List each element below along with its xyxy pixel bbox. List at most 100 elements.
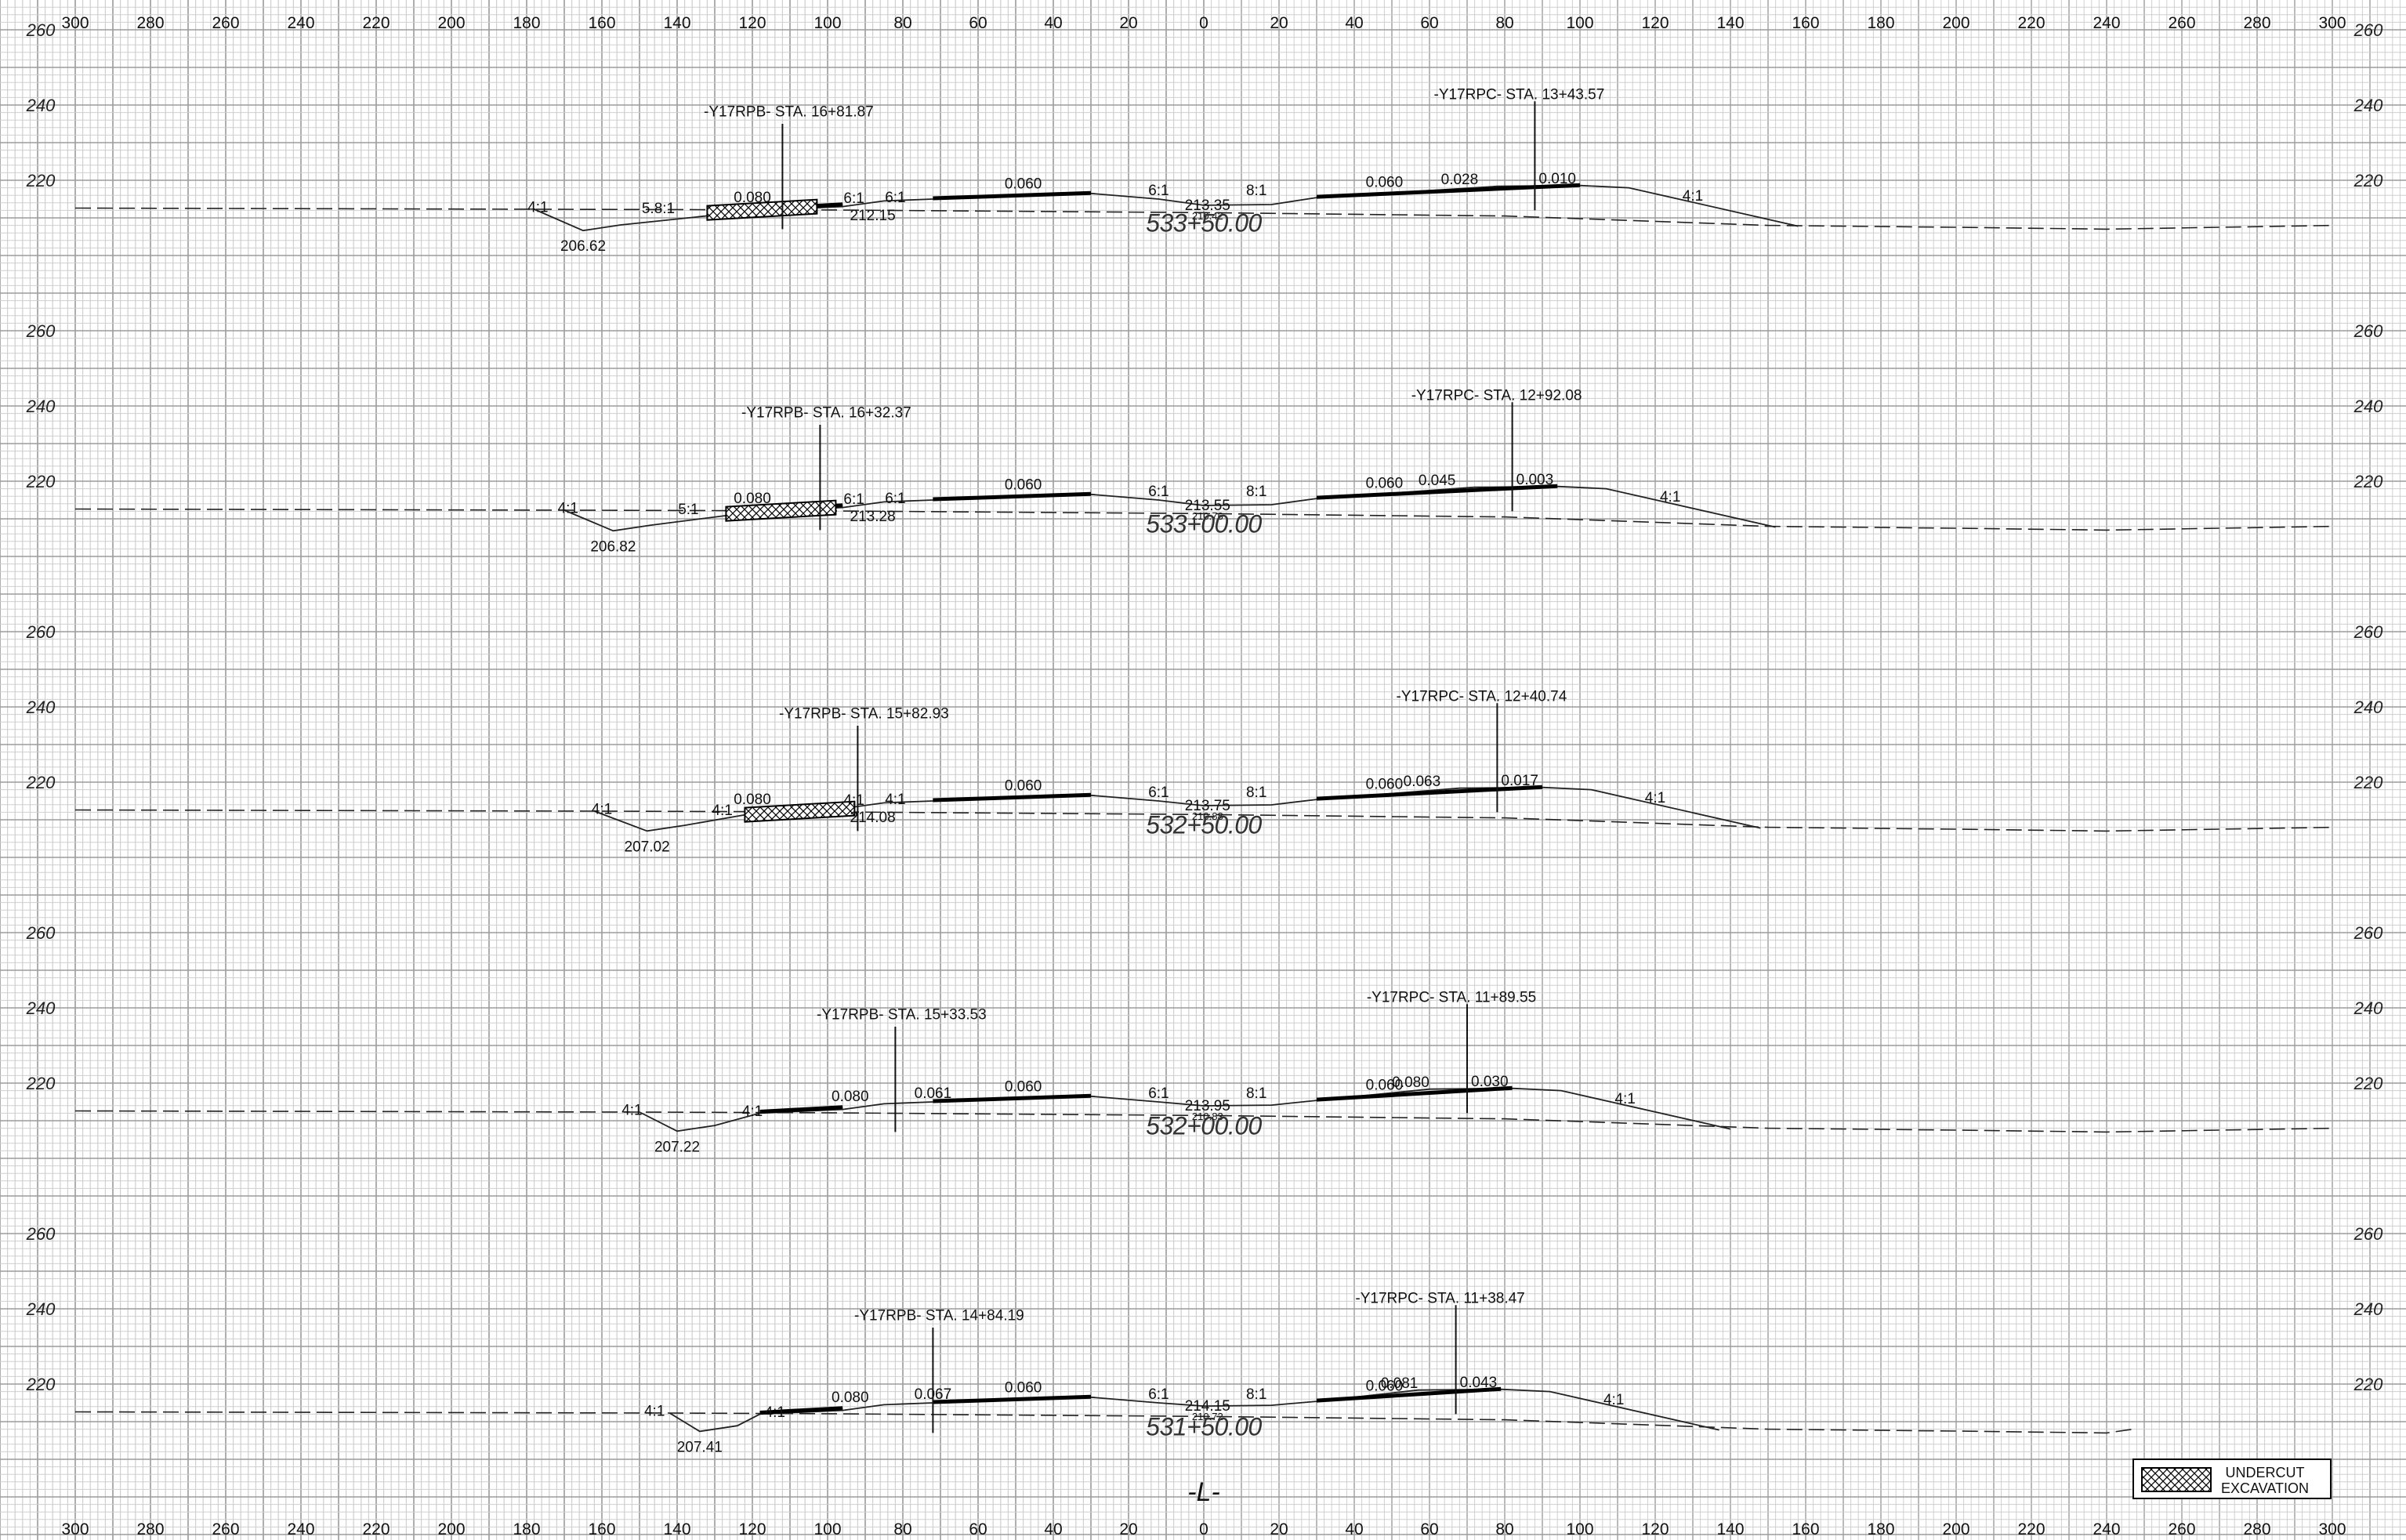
cross-section: -Y17RPB- STA. 14+84.19 -Y17RPC- STA. 11+3… [74,1290,2133,1455]
legend: UNDERCUT EXCAVATION [2132,1458,2332,1499]
cross-slope-label: 0.060 [1366,476,1404,492]
right-elevation-label: 260 [2353,622,2383,642]
pavement-left-lanes [933,190,1092,201]
station-label: 532+00.00 [1146,1111,1262,1140]
cross-slope-label: 0.060 [1005,1079,1042,1096]
cross-slope-label: 0.060 [1005,477,1042,494]
left-backslope-label: 5:1 [678,502,698,518]
bottom-tick-label: 220 [2017,1520,2045,1538]
legend-line1: UNDERCUT [2226,1465,2305,1480]
bottom-tick-label: 160 [1792,1520,1819,1538]
centerline-elevation-label: 214.15 [1185,1398,1230,1415]
legend-line2: EXCAVATION [2221,1480,2309,1496]
top-tick-label: 80 [1495,14,1513,32]
centerline-elevation-label: 213.55 [1185,498,1230,514]
top-offset-axis: 300 280 260 240 220 200 180 160 140 120 100 80 60 40 2… [61,14,2346,32]
cross-slope-label: 0.080 [832,1089,869,1105]
existing-ground-line [74,508,2333,531]
right-fill-slope-label: 4:1 [1660,489,1680,505]
left-slope-label: 4:1 [621,1102,642,1118]
right-elevation-label: 220 [2353,1074,2383,1093]
top-tick-label: 280 [2243,14,2270,32]
right-fill-slope-label: 4:1 [1603,1392,1624,1408]
right-elevation-label: 260 [2353,321,2383,341]
cross-slope-label: 0.080 [734,491,771,507]
ditch-elevation-label: 206.82 [590,538,636,555]
bottom-offset-axis: 300 280 260 240 220 200 180 160 140 120 100 80 60 40 2… [61,1520,2346,1538]
top-tick-label: 20 [1119,14,1137,32]
existing-ground-line [74,1110,2333,1133]
pavement-right-lanes [1316,784,1543,801]
elevation-axis: 260 260 240 240 220 220 260 260 240 240 220 220 260 2… [26,20,2383,1394]
rpc-station-label: -Y17RPC- STA. 11+89.55 [1367,989,1536,1006]
pavement-left-lanes [933,792,1092,803]
cross-slope-label: 0.060 [1005,176,1042,193]
left-elevation-label: 240 [26,96,56,115]
cross-slope-label: 0.060 [1005,778,1042,795]
top-tick-label: 220 [362,14,390,32]
right-elevation-label: 260 [2353,1224,2383,1244]
rpb-station-label: -Y17RPB- STA. 15+82.93 [779,705,949,722]
centerline-elevation-small: 210.88 [1192,810,1223,822]
median-slope-label-b: 8:1 [1246,183,1266,199]
right-elevation-label: 240 [2353,397,2383,416]
bottom-tick-label: 180 [1867,1520,1894,1538]
cross-slope-label: 0.061 [915,1085,952,1102]
right-elevation-label: 240 [2353,998,2383,1018]
bottom-tick-label: 240 [287,1520,314,1538]
left-elevation-label: 240 [26,397,56,416]
bottom-tick-label: 40 [1044,1520,1062,1538]
right-elevation-label: 260 [2353,923,2383,943]
bottom-tick-label: 140 [1716,1520,1744,1538]
shoulder-slope-label: 6:1 [843,491,864,508]
rpb-station-label: -Y17RPB- STA. 16+81.87 [704,103,874,120]
left-elevation-label: 220 [26,1375,56,1394]
bottom-tick-label: 260 [2168,1520,2195,1538]
centerline-elevation-small: 210.76 [1192,510,1223,522]
pavement-left-shoulder [759,1105,843,1114]
bottom-tick-label: 20 [1270,1520,1288,1538]
right-elevation-label: 240 [2353,96,2383,115]
cross-slope-label: 0.060 [1366,777,1404,793]
left-elevation-label: 220 [26,773,56,792]
top-tick-label: 40 [1345,14,1363,32]
existing-ground-line [74,809,2333,832]
top-tick-label: 160 [1792,14,1819,32]
top-tick-label: 280 [136,14,164,32]
median-slope-label: 6:1 [1148,784,1169,801]
bottom-tick-label: 120 [738,1520,766,1538]
rpb-station-label: -Y17RPB- STA. 16+32.37 [741,404,911,421]
cross-slope-label: 0.060 [1366,175,1404,191]
median-slope-label-b: 8:1 [1246,784,1266,801]
bottom-tick-label: 280 [136,1520,164,1538]
cross-slope-label: 0.081 [1381,1375,1419,1392]
rpc-station-label: -Y17RPC- STA. 12+92.08 [1411,387,1582,404]
top-tick-label: 240 [287,14,314,32]
shoulder-elevation-label: 213.28 [850,509,896,525]
left-slope-label: 4:1 [558,500,578,516]
undercut-excavation-area [706,198,818,221]
left-elevation-label: 240 [26,1299,56,1319]
bottom-tick-label: 40 [1345,1520,1363,1538]
rpb-station-label: -Y17RPB- STA. 15+33.53 [817,1006,987,1023]
right-elevation-label: 260 [2353,20,2383,40]
cross-slope-label: 0.080 [832,1390,869,1406]
bottom-tick-label: 140 [663,1520,690,1538]
cross-section: -Y17RPB- STA. 15+82.93 -Y17RPC- STA. 12+4… [74,688,2333,855]
median-slope-label-b: 8:1 [1246,484,1266,500]
median-slope-label-b: 8:1 [1246,1386,1266,1403]
bottom-tick-label: 240 [2093,1520,2120,1538]
left-backslope-label: 4:1 [765,1404,785,1421]
median-slope-label: 6:1 [1148,484,1169,500]
ditch-elevation-label: 206.62 [560,238,606,255]
bottom-tick-label: 280 [2243,1520,2270,1538]
existing-ground-line [74,207,2333,230]
cross-section: -Y17RPB- STA. 15+33.53 -Y17RPC- STA. 11+8… [74,989,2333,1155]
top-tick-label: 240 [2093,14,2120,32]
bottom-tick-label: 20 [1119,1520,1137,1538]
top-tick-label: 80 [893,14,911,32]
pavement-right-lanes [1316,183,1581,199]
cross-slope-label: 0.060 [1366,1379,1404,1395]
bottom-tick-label: 120 [1641,1520,1669,1538]
